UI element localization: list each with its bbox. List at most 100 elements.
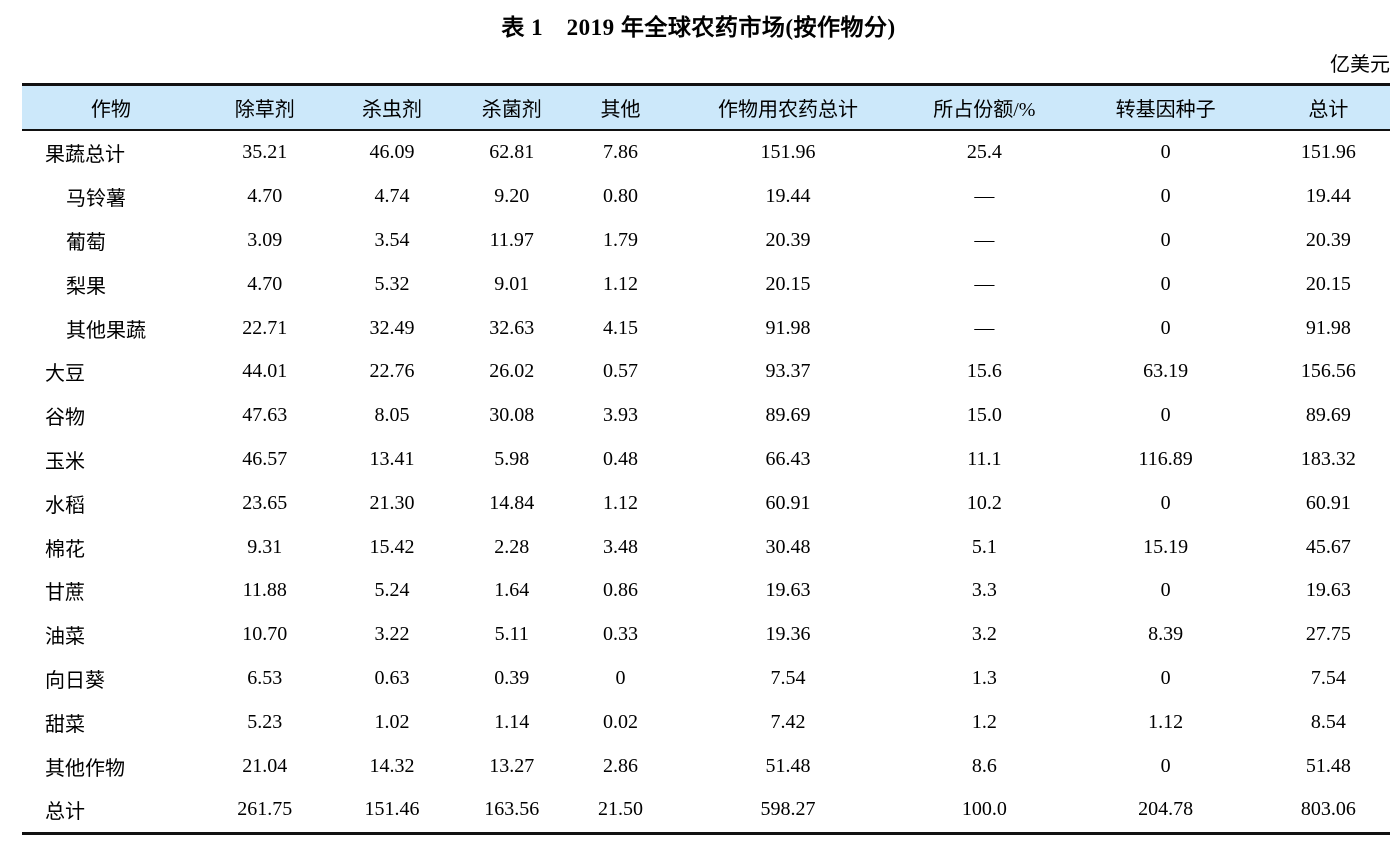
value-cell: 156.56 (1300, 360, 1356, 383)
value-cell: 1.64 (494, 579, 530, 602)
value-cell: 2.86 (602, 754, 638, 777)
value-cell: — (974, 228, 995, 251)
value-cell: 13.27 (489, 754, 535, 777)
value-cell: 23.65 (242, 491, 288, 514)
table-body: 果蔬总计 35.21 46.09 62.81 7.86 151.96 25.4 0 151.96… (22, 130, 1390, 833)
crop-name-cell: 其他作物 (45, 757, 125, 780)
column-header: 总计 (1266, 84, 1390, 131)
column-header: 作物用农药总计 (671, 84, 905, 131)
table-row: 总计 261.75 151.46 163.56 21.50 598.27 100.0 204.… (22, 788, 1390, 833)
value-cell: 22.76 (369, 360, 415, 383)
value-cell: 26.02 (489, 360, 535, 383)
crop-name-cell: 甜菜 (45, 713, 85, 736)
value-cell: 0 (1160, 185, 1171, 208)
value-cell: 46.57 (242, 447, 288, 470)
value-cell: 4.15 (602, 316, 638, 339)
value-cell: 47.63 (242, 404, 288, 427)
crop-name-cell: 总计 (45, 801, 85, 824)
value-cell: 6.53 (247, 666, 283, 689)
value-cell: — (974, 316, 995, 339)
unit-label: 亿美元 (1330, 54, 1390, 76)
value-cell: 51.48 (1305, 754, 1351, 777)
value-cell: 11.88 (242, 579, 287, 602)
value-cell: 261.75 (237, 798, 293, 821)
table-row: 谷物 47.63 8.05 30.08 3.93 89.69 15.0 0 89.69 (22, 394, 1390, 438)
value-cell: 3.48 (602, 535, 638, 558)
value-cell: 0.63 (374, 666, 410, 689)
value-cell: 7.42 (770, 710, 806, 733)
value-cell: 44.01 (242, 360, 288, 383)
value-cell: 7.54 (770, 666, 806, 689)
value-cell: 10.2 (966, 491, 1002, 514)
table-row: 梨果 4.70 5.32 9.01 1.12 20.15 — 0 20.15 (22, 262, 1390, 306)
value-cell: 19.44 (765, 185, 811, 208)
value-cell: 35.21 (242, 141, 288, 164)
value-cell: 5.24 (374, 579, 410, 602)
value-cell: 1.14 (494, 710, 530, 733)
pesticide-market-table: 作物 除草剂 杀虫剂 杀菌剂 其他 作物用农药总计 所占份额/% 转基因种子 总计 果蔬总计 35… (22, 83, 1390, 835)
value-cell: 20.15 (1305, 272, 1351, 295)
table-title: 表 1 2019 年全球农药市场(按作物分) (501, 15, 896, 40)
value-cell: 0 (1160, 754, 1171, 777)
crop-name-cell: 其他果蔬 (66, 319, 146, 342)
value-cell: 151.46 (364, 798, 420, 821)
value-cell: 151.96 (1300, 141, 1356, 164)
value-cell: 0 (1160, 272, 1171, 295)
column-header: 其他 (569, 84, 672, 131)
value-cell: 20.39 (1305, 228, 1351, 251)
value-cell: 4.70 (247, 272, 283, 295)
value-cell: 0.02 (602, 710, 638, 733)
crop-name-cell: 油菜 (45, 626, 85, 649)
value-cell: 11.97 (489, 228, 534, 251)
value-cell: 14.32 (369, 754, 415, 777)
value-cell: 21.30 (369, 491, 415, 514)
table-row: 油菜 10.70 3.22 5.11 0.33 19.36 3.2 8.39 27.75 (22, 613, 1390, 657)
value-cell: 32.63 (489, 316, 535, 339)
value-cell: 3.93 (602, 404, 638, 427)
table-row: 甘蔗 11.88 5.24 1.64 0.86 19.63 3.3 0 19.63 (22, 569, 1390, 613)
value-cell: 30.08 (489, 404, 535, 427)
value-cell: 9.01 (494, 272, 530, 295)
value-cell: 19.36 (765, 623, 811, 646)
value-cell: 19.63 (765, 579, 811, 602)
value-cell: 0.57 (602, 360, 638, 383)
table-header: 作物 除草剂 杀虫剂 杀菌剂 其他 作物用农药总计 所占份额/% 转基因种子 总计 (22, 84, 1390, 131)
value-cell: 7.86 (602, 141, 638, 164)
column-header: 杀菌剂 (454, 84, 570, 131)
value-cell: 11.1 (967, 447, 1002, 470)
value-cell: 4.70 (247, 185, 283, 208)
column-header: 转基因种子 (1064, 84, 1267, 131)
value-cell: 89.69 (765, 404, 811, 427)
value-cell: 25.4 (966, 141, 1002, 164)
value-cell: 63.19 (1143, 360, 1189, 383)
value-cell: 8.54 (1310, 710, 1346, 733)
value-cell: 9.31 (247, 535, 283, 558)
value-cell: 4.74 (374, 185, 410, 208)
table-row: 葡萄 3.09 3.54 11.97 1.79 20.39 — 0 20.39 (22, 219, 1390, 263)
value-cell: 0 (1160, 316, 1171, 339)
value-cell: 0 (615, 666, 626, 689)
value-cell: 0 (1160, 404, 1171, 427)
value-cell: 45.67 (1305, 535, 1351, 558)
value-cell: 0 (1160, 491, 1171, 514)
value-cell: 1.02 (374, 710, 410, 733)
value-cell: 93.37 (765, 360, 811, 383)
value-cell: 5.32 (374, 272, 410, 295)
crop-name-cell: 谷物 (45, 407, 85, 430)
value-cell: 32.49 (369, 316, 415, 339)
value-cell: 204.78 (1138, 798, 1194, 821)
table-row: 甜菜 5.23 1.02 1.14 0.02 7.42 1.2 1.12 8.54 (22, 700, 1390, 744)
value-cell: 8.05 (374, 404, 410, 427)
value-cell: 10.70 (242, 623, 288, 646)
crop-name-cell: 葡萄 (66, 231, 106, 254)
value-cell: 21.50 (597, 798, 643, 821)
crop-name-cell: 梨果 (66, 275, 106, 298)
table-row: 玉米 46.57 13.41 5.98 0.48 66.43 11.1 116.89 183.3… (22, 438, 1390, 482)
value-cell: 1.12 (602, 272, 638, 295)
value-cell: 66.43 (765, 447, 811, 470)
table-row: 大豆 44.01 22.76 26.02 0.57 93.37 15.6 63.19 156.5… (22, 350, 1390, 394)
value-cell: 3.54 (374, 228, 410, 251)
value-cell: 0.33 (602, 623, 638, 646)
value-cell: 598.27 (760, 798, 816, 821)
